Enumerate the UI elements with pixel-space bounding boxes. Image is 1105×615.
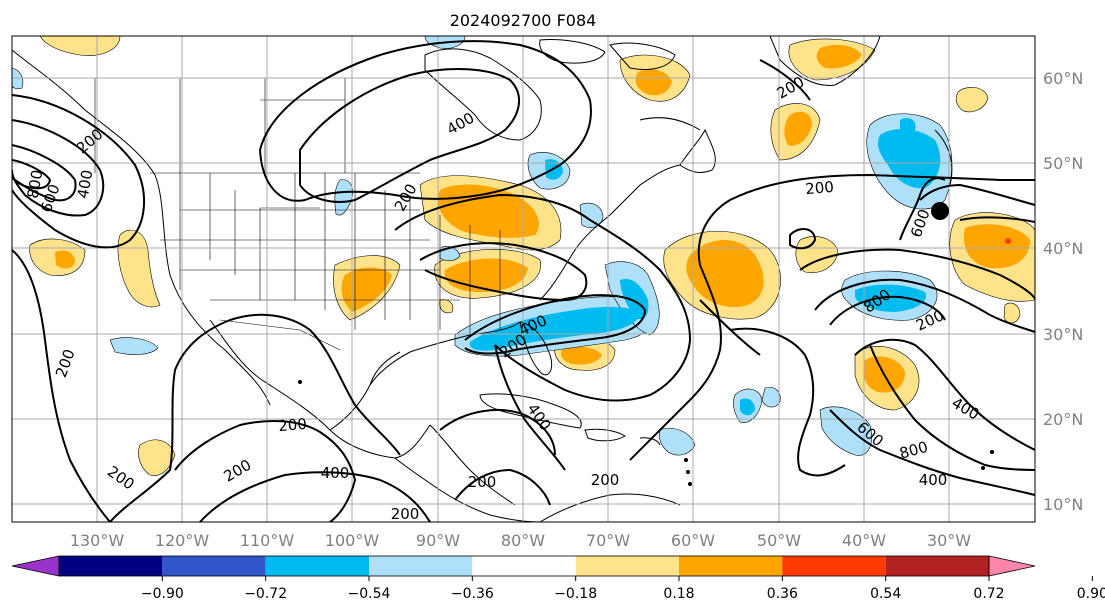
colorbar-segment [59, 556, 163, 576]
contour-label: 200 [805, 178, 835, 198]
colorbar-segment [472, 556, 576, 576]
latitude-label: 40°N [1043, 239, 1083, 258]
colorbar-segment [162, 556, 266, 576]
map-frame [11, 35, 1036, 523]
colorbar-frame [58, 555, 990, 577]
colorbar-extend-low [11, 555, 60, 577]
map-content: 200 400 600 800 200 400 200 200 200 200 … [12, 36, 1035, 523]
longitude-label: 90°W [416, 531, 460, 550]
storm-marker [931, 202, 949, 220]
colorbar-tick-label: −0.54 [348, 586, 391, 602]
latitude-labels: 60°N 50°N 40°N 30°N 20°N 10°N [1043, 69, 1083, 514]
contour-label: 800 [24, 168, 47, 199]
chart-title: 2024092700 F084 [450, 11, 597, 30]
contour-label: 200 [591, 471, 620, 489]
colorbar-tick-label: −0.36 [451, 586, 494, 602]
colorbar-segment [575, 556, 679, 576]
longitude-label: 80°W [501, 531, 545, 550]
latitude-label: 60°N [1043, 69, 1083, 88]
latitude-label: 50°N [1043, 154, 1083, 173]
colorbar-tick-label: 0.36 [767, 586, 798, 602]
longitude-label: 50°W [757, 531, 801, 550]
colorbar-extend-high [988, 555, 1036, 577]
colorbar-segment [265, 556, 369, 576]
contour-label: 400 [74, 168, 97, 199]
negative-anomaly-shading [12, 36, 953, 456]
latitude-label: 10°N [1043, 495, 1083, 514]
longitude-label: 130°W [70, 531, 125, 550]
colorbar-tick-label: −0.18 [554, 586, 597, 602]
contour-lines [12, 40, 1035, 522]
colorbar: −0.90 −0.72 −0.54 −0.36 −0.18 0.18 0.36 0.54 0.7… [11, 555, 1105, 602]
longitude-label: 110°W [240, 531, 295, 550]
contour-label: 400 [321, 464, 350, 482]
latitude-label: 20°N [1043, 410, 1083, 429]
colorbar-segment [885, 556, 989, 576]
longitude-label: 120°W [155, 531, 210, 550]
longitude-label: 60°W [671, 531, 715, 550]
contour-label: 200 [278, 415, 308, 435]
contour-label: 200 [391, 505, 420, 523]
latitude-label: 30°N [1043, 325, 1083, 344]
longitude-label: 70°W [586, 531, 630, 550]
longitude-label: 100°W [325, 531, 380, 550]
colorbar-tick-label: 0.72 [973, 586, 1004, 602]
colorbar-segment [679, 556, 783, 576]
longitude-label: 40°W [842, 531, 886, 550]
contour-label: 200 [468, 473, 497, 491]
colorbar-tick-label: 0.54 [870, 586, 901, 602]
colorbar-segment [369, 556, 473, 576]
longitude-labels: 130°W 120°W 110°W 100°W 90°W 80°W 70°W 6… [70, 531, 971, 550]
colorbar-tick-label: −0.90 [141, 586, 184, 602]
colorbar-tick-label: −0.72 [244, 586, 287, 602]
contour-label: 400 [919, 471, 948, 489]
colorbar-segment [782, 556, 886, 576]
colorbar-tick-label: 0.90 [1077, 586, 1105, 602]
longitude-label: 30°W [927, 531, 971, 550]
colorbar-tick-label: 0.18 [663, 586, 694, 602]
